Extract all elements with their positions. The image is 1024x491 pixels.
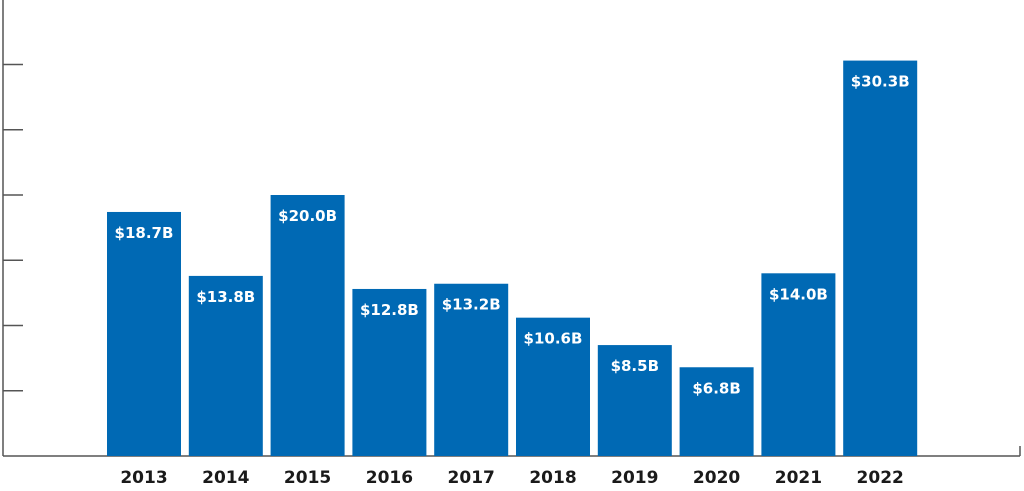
x-tick-label-2014: 2014: [202, 468, 249, 488]
bar-2013: [107, 211, 181, 456]
bar-2017: [434, 283, 509, 456]
bar-2015: [270, 195, 345, 456]
x-tick-label-2017: 2017: [448, 468, 495, 488]
x-tick-label-2013: 2013: [120, 468, 167, 488]
bar-label-2018: $10.6B: [524, 330, 583, 348]
bar-label-2013: $18.7B: [115, 224, 174, 242]
x-tick-label-2021: 2021: [775, 468, 822, 488]
bar-label-2022: $30.3B: [851, 73, 910, 91]
x-tick-label-2019: 2019: [611, 468, 658, 488]
bar-2016: [352, 288, 427, 456]
x-tick-label-2020: 2020: [693, 468, 740, 488]
bar-label-2017: $13.2B: [442, 296, 501, 314]
bar-label-2016: $12.8B: [360, 301, 419, 319]
bar-2018: [516, 317, 590, 456]
bar-2020: [679, 367, 754, 456]
x-tick-label-2022: 2022: [857, 468, 904, 488]
bar-2021: [761, 273, 836, 456]
bar-labels-layer: $18.7B $13.8B $20.0B $12.8B $13.2B $10.6B $8.5…: [115, 73, 910, 398]
bar-label-2019: $8.5B: [611, 357, 659, 375]
bar-label-2014: $13.8B: [196, 288, 255, 306]
bar-label-2021: $14.0B: [769, 285, 828, 303]
x-tick-label-2018: 2018: [529, 468, 576, 488]
x-tick-label-2015: 2015: [284, 468, 331, 488]
x-tick-labels-layer: 2013 2014 2015 2016 2017 2018 2019 2020 2021 2022: [120, 468, 904, 488]
bar-label-2015: $20.0B: [278, 207, 337, 225]
x-tick-label-2016: 2016: [366, 468, 413, 488]
bar-2022: [843, 60, 918, 457]
bar-2014: [188, 275, 263, 456]
bar-2019: [597, 345, 672, 456]
bar-label-2020: $6.8B: [692, 379, 740, 397]
bars-layer: [107, 60, 918, 457]
